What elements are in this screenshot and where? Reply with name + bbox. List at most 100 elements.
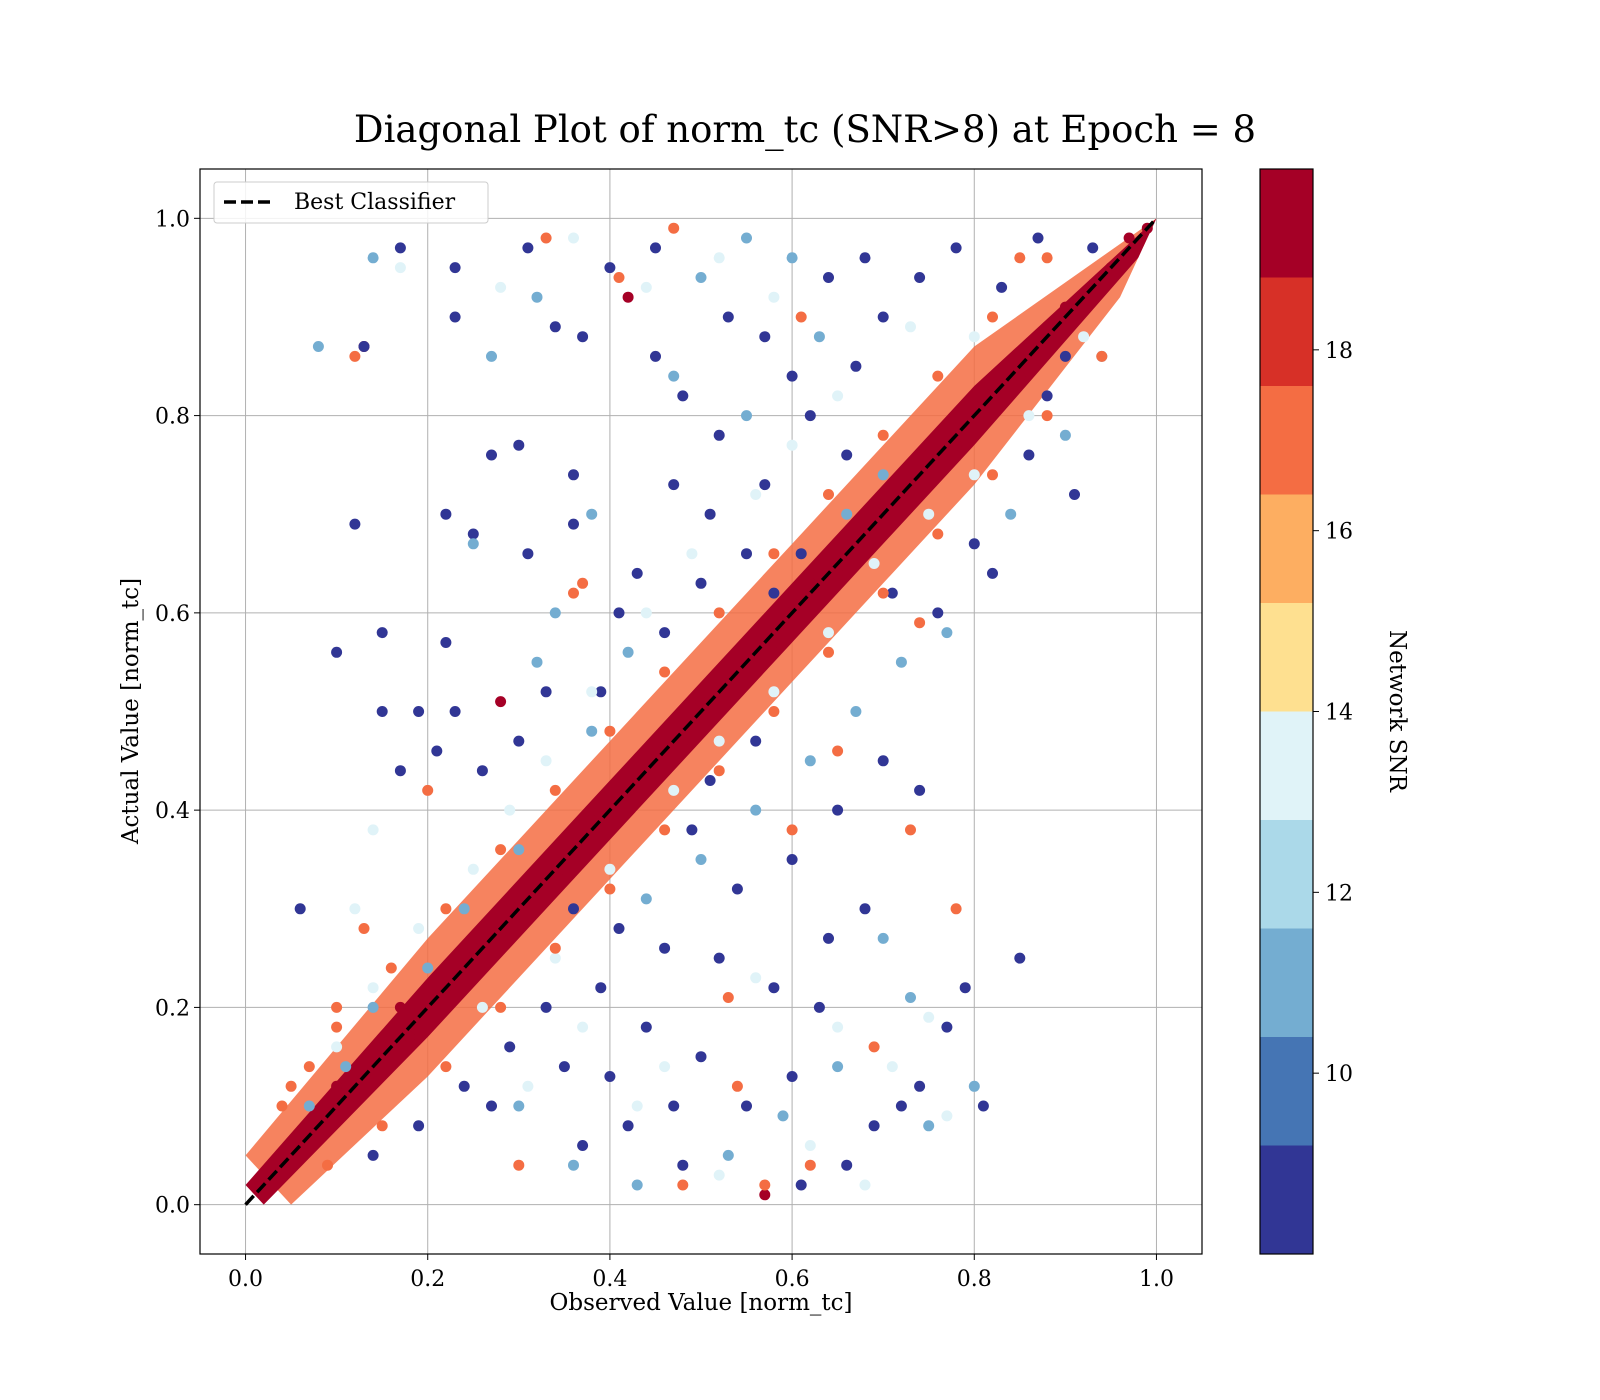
point-s1-86 bbox=[604, 1071, 616, 1082]
point-s2-40 bbox=[531, 656, 543, 668]
y-tick-label-2: 0.4 bbox=[155, 799, 190, 824]
point-s1-89 bbox=[895, 1100, 907, 1112]
colorbar-bin-5 bbox=[1260, 603, 1313, 712]
point-s1-49 bbox=[540, 1001, 552, 1013]
point-s2-17 bbox=[303, 1100, 315, 1112]
point-s1-38 bbox=[841, 1159, 853, 1171]
point-s0-3 bbox=[331, 1080, 343, 1092]
point-s3-10 bbox=[750, 489, 762, 500]
point-s1-18 bbox=[331, 646, 343, 658]
point-s2-26 bbox=[1059, 429, 1071, 441]
colorbar-tick-label-3: 16 bbox=[1325, 520, 1353, 545]
point-s4-52 bbox=[731, 1080, 743, 1092]
chart-title: Diagonal Plot of norm_tc (SNR>8) at Epoc… bbox=[354, 108, 1256, 152]
colorbar: 10 12 14 16 18 Network SNR bbox=[1259, 168, 1410, 1255]
point-s2-25 bbox=[1005, 508, 1017, 520]
point-s2-28 bbox=[513, 1100, 525, 1112]
point-s0-38 bbox=[1123, 232, 1135, 244]
point-s2-16 bbox=[340, 1061, 352, 1073]
point-s1-103 bbox=[950, 242, 962, 254]
point-s4-17 bbox=[322, 1159, 333, 1171]
point-s4-6 bbox=[759, 1179, 771, 1191]
point-s4-11 bbox=[577, 577, 589, 589]
x-tick-label-1: 0.2 bbox=[410, 1267, 445, 1292]
point-s1-97 bbox=[695, 577, 707, 589]
point-s4-3 bbox=[668, 222, 680, 234]
point-s2-42 bbox=[786, 252, 798, 264]
point-s4-10 bbox=[568, 587, 579, 599]
point-s4-13 bbox=[358, 923, 370, 934]
point-s1-81 bbox=[750, 735, 762, 747]
point-s3-43 bbox=[941, 1110, 953, 1122]
point-s3-15 bbox=[504, 804, 516, 816]
colorbar-bin-3 bbox=[1260, 820, 1313, 929]
x-tick-label-5: 1.0 bbox=[1139, 1267, 1174, 1292]
point-s1-26 bbox=[431, 745, 443, 757]
legend-box bbox=[213, 181, 489, 224]
point-s0-12 bbox=[531, 873, 543, 885]
point-s1-35 bbox=[941, 1021, 953, 1033]
point-s1-90 bbox=[977, 1100, 989, 1112]
point-s1-20 bbox=[440, 637, 452, 648]
point-s0-23 bbox=[786, 597, 798, 609]
point-s2-21 bbox=[804, 755, 816, 767]
point-s1-94 bbox=[668, 479, 680, 491]
point-s4-5 bbox=[1014, 252, 1026, 264]
point-s3-38 bbox=[713, 1169, 725, 1181]
legend-label-best-classifier: Best Classifier bbox=[294, 190, 456, 215]
point-s1-95 bbox=[631, 567, 643, 579]
point-s1-21 bbox=[540, 686, 552, 698]
point-s2-18 bbox=[640, 893, 652, 905]
point-s4-30 bbox=[1041, 410, 1053, 422]
point-s3-36 bbox=[577, 1021, 589, 1033]
point-s3-40 bbox=[859, 1179, 871, 1191]
point-s4-27 bbox=[877, 587, 889, 599]
point-s1-66 bbox=[841, 449, 853, 461]
point-s4-12 bbox=[422, 784, 434, 796]
point-s1-85 bbox=[486, 1100, 497, 1112]
point-s1-58 bbox=[759, 479, 771, 491]
x-axis-label: Observed Value [norm_tc] bbox=[550, 1290, 853, 1316]
point-s4-20 bbox=[495, 1001, 507, 1013]
colorbar-bin-2 bbox=[1260, 928, 1313, 1037]
point-s1-80 bbox=[823, 932, 834, 944]
point-s4-47 bbox=[868, 1041, 880, 1053]
point-s3-14 bbox=[540, 755, 552, 767]
y-tick-label-3: 0.6 bbox=[155, 602, 190, 627]
point-s2-24 bbox=[941, 627, 953, 639]
point-s3-34 bbox=[476, 1001, 488, 1013]
point-s4-45 bbox=[987, 311, 998, 323]
point-s4-21 bbox=[549, 942, 561, 954]
point-s3-2 bbox=[568, 232, 579, 244]
x-tick-label-3: 0.6 bbox=[775, 1267, 810, 1292]
point-s4-0 bbox=[349, 350, 361, 362]
point-s1-11 bbox=[486, 449, 497, 461]
point-s0-0 bbox=[258, 1169, 270, 1181]
colorbar-label: Network SNR bbox=[1384, 630, 1410, 793]
point-s1-41 bbox=[695, 1051, 707, 1063]
point-s0-11 bbox=[513, 893, 525, 905]
point-s0-33 bbox=[1014, 370, 1026, 382]
point-s0-24 bbox=[804, 577, 816, 589]
point-s1-75 bbox=[786, 854, 798, 865]
point-s4-16 bbox=[276, 1100, 288, 1112]
point-s3-28 bbox=[823, 627, 834, 639]
point-s3-17 bbox=[413, 923, 425, 934]
point-s3-44 bbox=[832, 1021, 844, 1033]
point-s0-14 bbox=[586, 814, 598, 826]
point-s3-7 bbox=[968, 331, 980, 343]
point-s1-74 bbox=[731, 883, 743, 895]
point-s1-99 bbox=[786, 370, 798, 382]
x-axis-ticks: 0.0 0.2 0.4 0.6 0.8 1.0 bbox=[228, 1254, 1174, 1292]
point-s1-96 bbox=[659, 627, 671, 639]
point-s3-9 bbox=[786, 439, 798, 451]
best-classifier-line-group bbox=[244, 217, 1158, 1206]
point-s1-37 bbox=[868, 1120, 880, 1132]
point-s1-28 bbox=[476, 765, 488, 777]
point-s1-42 bbox=[640, 1021, 652, 1033]
point-s0-29 bbox=[923, 449, 935, 461]
point-s1-87 bbox=[668, 1100, 680, 1112]
point-s1-8 bbox=[577, 331, 589, 343]
point-s2-41 bbox=[486, 350, 497, 362]
point-s1-92 bbox=[741, 548, 752, 560]
